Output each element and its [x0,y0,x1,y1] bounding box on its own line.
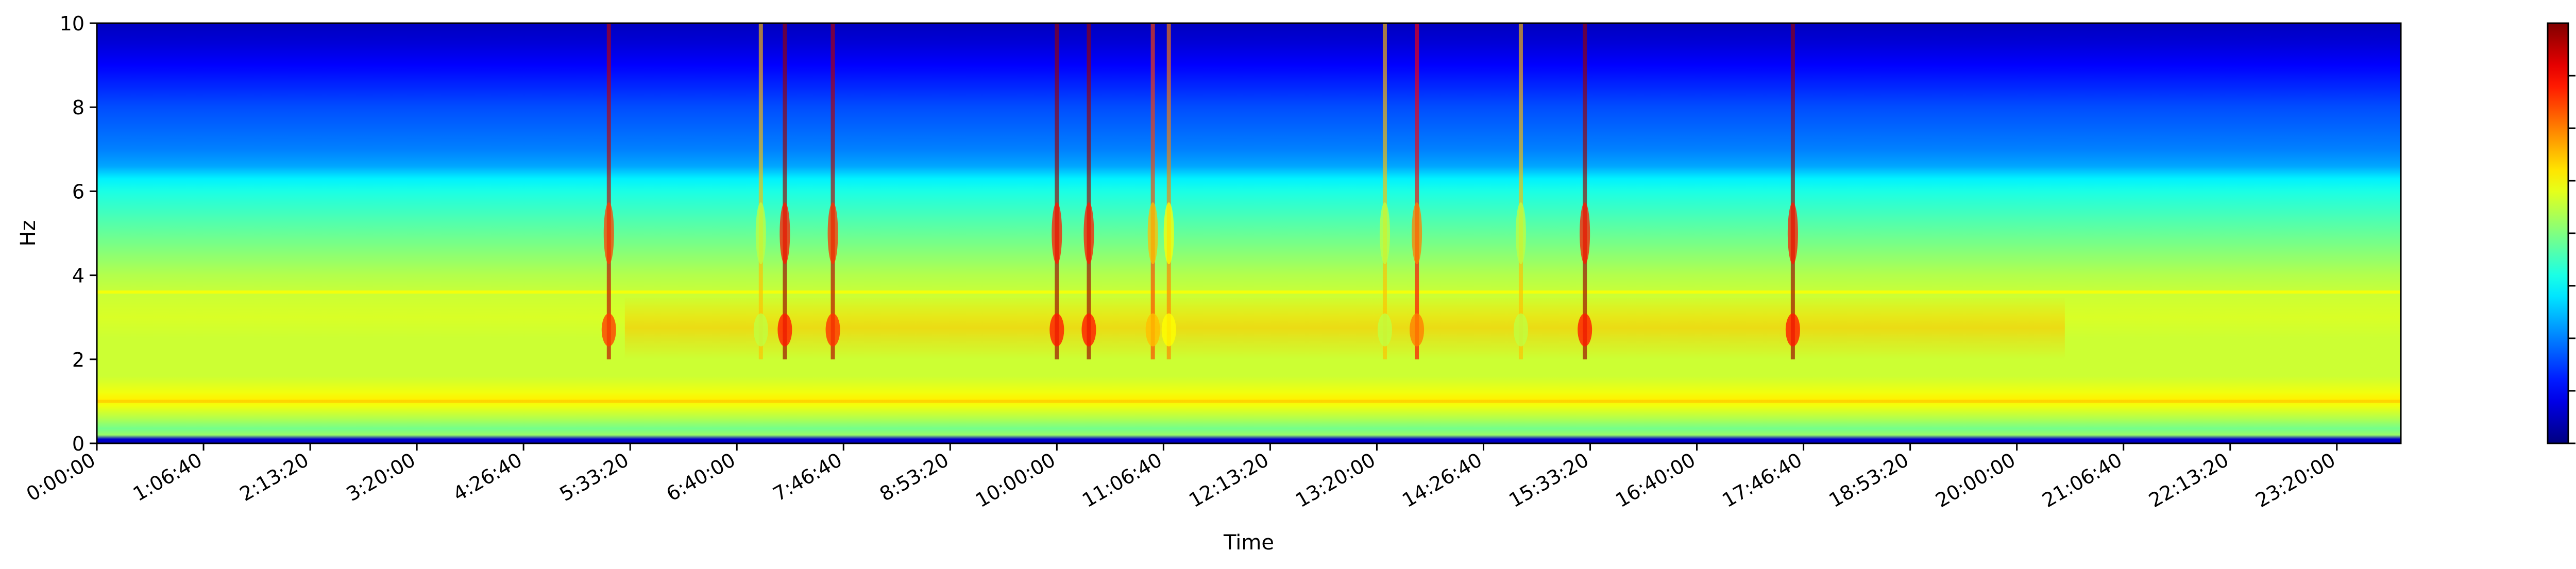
y-axis: 0 2 4 6 8 10 [60,12,97,455]
event-core [1379,202,1390,264]
event-streak [1790,23,1795,359]
activity-band-layer [624,296,2065,359]
x-tick-label: 14:26:40 [1398,449,1486,512]
horizontal-lines-layer [97,290,2401,403]
event-base [1161,313,1176,347]
x-tick-label: 11:06:40 [1078,449,1166,512]
event-streak [1166,23,1171,359]
spectrogram-background [97,23,2401,443]
y-tick-label: 8 [72,96,84,119]
event-base [1145,313,1160,347]
event-streak [606,23,611,359]
x-tick-label: 1:06:40 [129,449,206,506]
colorbar-ticks: -10 dB-20 dB-30 dB-40 dB-50 dB-60 dB-70 … [2568,75,2575,444]
event-base [1578,313,1592,347]
y-tick-label: 10 [60,12,84,35]
event-base [1785,313,1800,347]
x-tick-label: 18:53:20 [1825,449,1912,512]
event-streak [758,23,763,359]
events-layer [601,23,1800,359]
y-tick-label: 0 [72,433,84,455]
event-streak [1087,23,1091,359]
event-core [1147,202,1158,264]
event-core [1083,202,1094,264]
event-streak [1415,23,1419,359]
x-tick-label: 5:33:20 [556,449,633,506]
x-axis-label: Time [1223,531,1274,555]
event-core [755,202,766,264]
x-tick-label: 2:13:20 [236,449,313,506]
event-streak [1150,23,1155,359]
event-base [1049,313,1064,347]
event-base [777,313,792,347]
event-streak [1055,23,1059,359]
x-tick-label: 17:46:40 [1718,449,1806,512]
x-tick-label: 7:46:40 [769,449,846,506]
event-core [1052,202,1062,264]
event-base [1410,313,1425,347]
x-tick-label: 6:40:00 [663,449,739,506]
x-tick-label: 22:13:20 [2145,449,2232,512]
y-tick-label: 2 [72,349,84,371]
y-axis-label: Hz [16,220,40,246]
event-streak [1583,23,1587,359]
event-base [1377,313,1392,347]
y-tick-label: 6 [72,180,84,203]
event-base [1081,313,1096,347]
x-tick-label: 4:26:40 [449,449,526,506]
event-streak [831,23,835,359]
x-tick-label: 23:20:00 [2251,449,2339,512]
event-base [1513,313,1528,347]
event-core [1515,202,1526,264]
x-axis: 0:00:00 1:06:40 2:13:20 3:20:00 4:26:40 5:33:… [23,443,2339,512]
plot-frame [96,22,2402,444]
event-core [827,202,838,264]
plot-area [97,23,2401,443]
event-core [603,202,614,264]
activity-band [624,296,2065,359]
event-base [601,313,616,347]
event-core [1787,202,1798,264]
event-base [753,313,768,347]
x-tick-label: 8:53:20 [876,449,953,506]
event-base [825,313,840,347]
x-tick-label: 13:20:00 [1292,449,1379,512]
x-tick-label: 10:00:00 [972,449,1059,512]
colorbar-fill [2547,22,2569,444]
colorbar: -10 dB-20 dB-30 dB-40 dB-50 dB-60 dB-70 … [2547,22,2575,444]
x-tick-label: 20:00:00 [1931,449,2019,512]
x-tick-label: 12:13:20 [1185,449,1273,512]
event-streak [783,23,787,359]
event-streak [1518,23,1523,359]
event-core [1163,202,1174,264]
event-streak [1382,23,1387,359]
x-tick-label: 15:33:20 [1505,449,1592,512]
x-tick-label: 0:00:00 [23,449,99,506]
event-core [1580,202,1590,264]
x-tick-label: 16:40:00 [1612,449,1699,512]
event-core [1412,202,1422,264]
event-core [779,202,790,264]
y-tick-label: 4 [72,265,84,287]
x-tick-label: 21:06:40 [2038,449,2126,512]
x-tick-label: 3:20:00 [343,449,419,506]
